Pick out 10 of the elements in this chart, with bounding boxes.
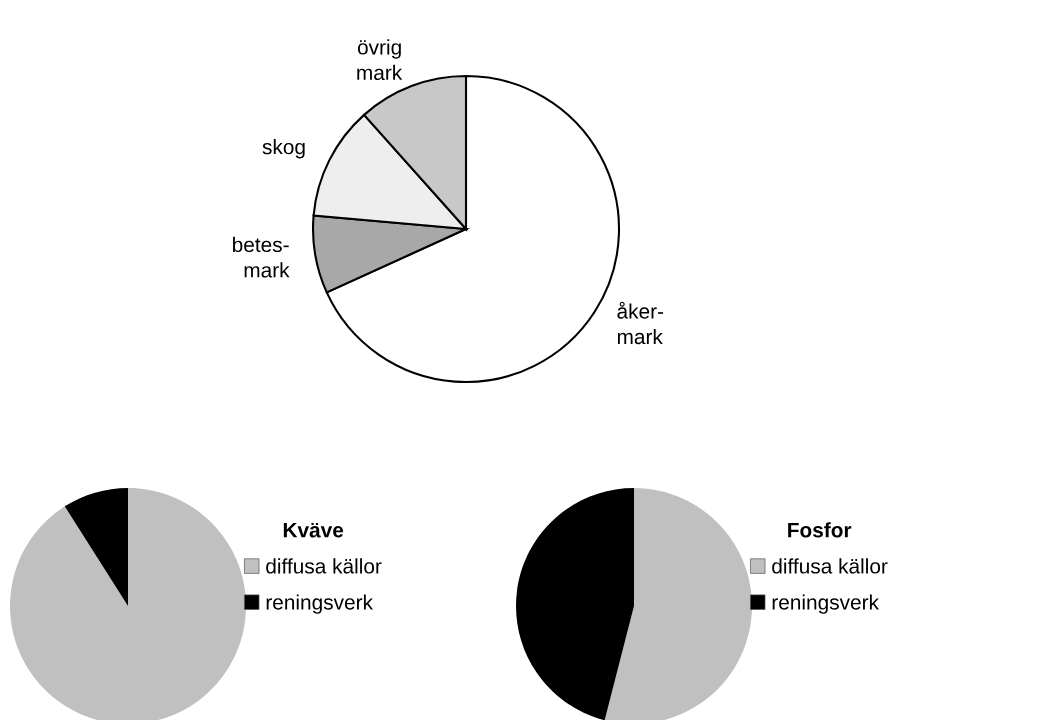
- slice-label: övrig mark: [357, 39, 403, 81]
- slice-label: åker- mark: [617, 301, 664, 345]
- legend-title: Kväve: [283, 522, 344, 538]
- slice-label: betes- mark: [233, 236, 290, 278]
- legend-label: diffusa källor: [772, 558, 888, 574]
- legend-title: Fosfor: [788, 522, 852, 538]
- slice-label: skog: [262, 139, 305, 159]
- legend-label: reningsverk: [772, 594, 879, 614]
- legend-label: diffusa källor: [266, 558, 382, 574]
- legend-label: reningsverk: [266, 594, 373, 614]
